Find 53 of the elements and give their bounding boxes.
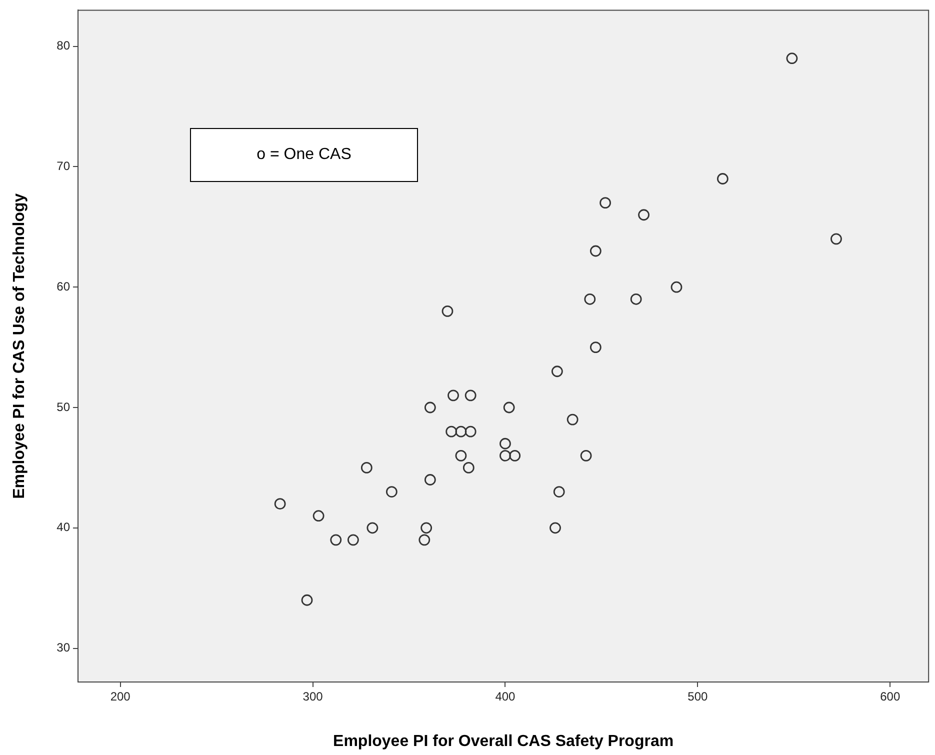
point: [553, 486, 565, 498]
point: [312, 510, 324, 522]
x-tick-label: 500: [688, 690, 708, 704]
y-tick-label: 80: [56, 38, 70, 53]
y-tick-label: 60: [56, 279, 70, 294]
point: [455, 450, 467, 462]
point: [638, 209, 650, 221]
point: [630, 293, 642, 305]
point: [442, 305, 454, 317]
point: [503, 402, 515, 414]
point: [590, 245, 602, 257]
note-box: o = One CAS: [190, 128, 418, 182]
point: [420, 522, 432, 534]
point: [670, 281, 682, 293]
point: [347, 534, 359, 546]
y-tick-label: 50: [56, 400, 70, 414]
point: [330, 534, 342, 546]
point: [580, 450, 592, 462]
point: [446, 426, 458, 438]
point: [786, 52, 798, 64]
point: [600, 197, 611, 209]
point: [301, 594, 313, 606]
x-tick-label: 600: [880, 690, 900, 704]
y-tick-label: 40: [56, 520, 70, 534]
point: [455, 426, 467, 438]
point: [360, 462, 372, 474]
y-tick-label: 30: [56, 640, 70, 655]
point: [566, 414, 578, 426]
point: [590, 342, 602, 354]
point: [386, 486, 398, 498]
x-tick-label: 200: [110, 690, 131, 704]
point: [509, 450, 521, 462]
point: [500, 450, 511, 462]
x-tick-label: 300: [302, 690, 324, 704]
point: [830, 233, 842, 245]
x-tick-label: 400: [495, 690, 516, 704]
point: [584, 293, 596, 305]
point: [464, 426, 476, 438]
point: [462, 462, 474, 474]
point: [716, 173, 728, 184]
x-axis-title: Employee PI for Overall CAS Safety Program: [333, 732, 674, 750]
point: [464, 390, 476, 402]
point: [366, 522, 378, 534]
point: [550, 522, 561, 534]
y-tick-label: 70: [56, 159, 70, 174]
point: [551, 366, 563, 378]
point: [418, 534, 430, 546]
point: [424, 402, 436, 414]
point: [274, 498, 286, 510]
point: [424, 474, 436, 486]
point: [500, 438, 511, 450]
point: [448, 390, 459, 402]
y-axis-title: Employee PI for CAS Use of Technology: [11, 193, 28, 499]
